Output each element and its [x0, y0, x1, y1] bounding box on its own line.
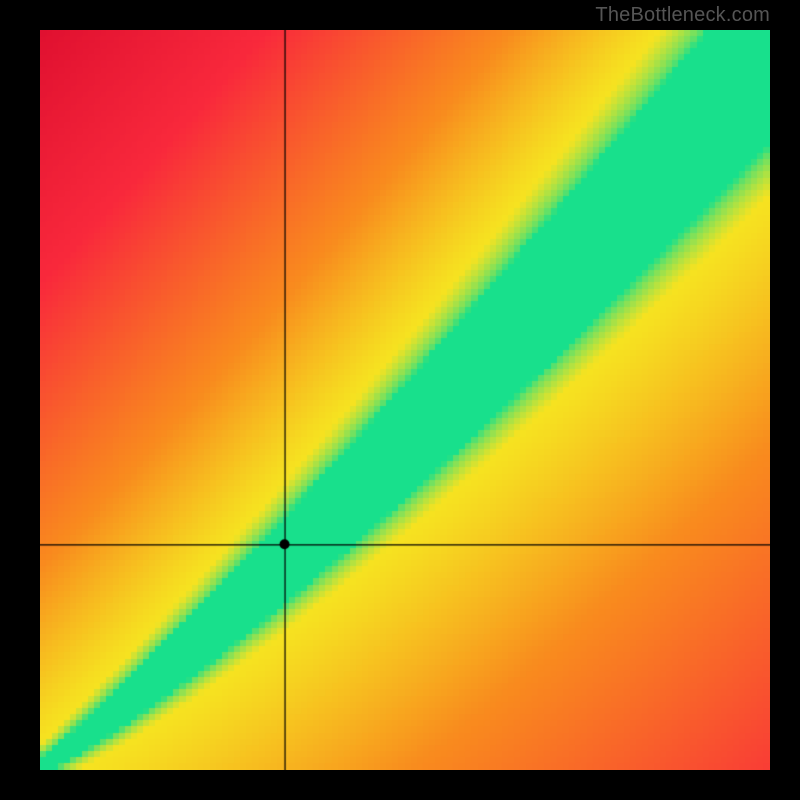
- heatmap-plot: [40, 30, 770, 770]
- chart-container: TheBottleneck.com: [0, 0, 800, 800]
- heatmap-canvas: [40, 30, 770, 770]
- watermark-text: TheBottleneck.com: [595, 4, 770, 27]
